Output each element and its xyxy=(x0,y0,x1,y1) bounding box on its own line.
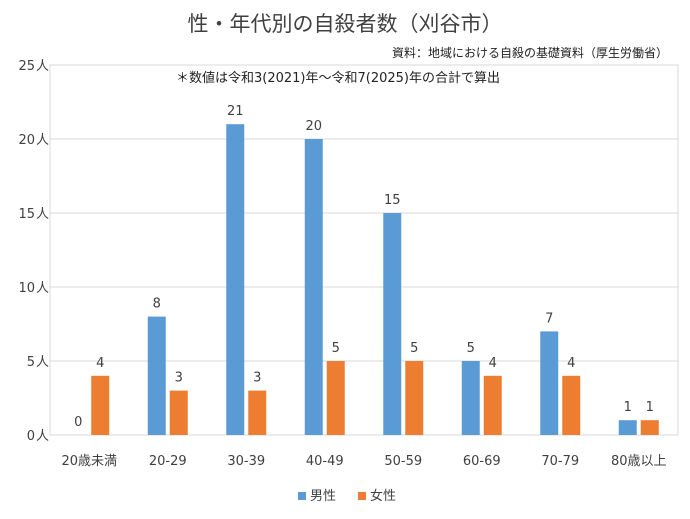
male-bar xyxy=(304,139,323,435)
male-bar xyxy=(147,316,166,435)
data-label: 20 xyxy=(305,119,322,134)
male-bar xyxy=(226,124,245,435)
male-bar xyxy=(618,420,637,435)
chart-title: 性・年代別の自殺者数（刈谷市） xyxy=(187,12,503,36)
y-tick-unit: 人 xyxy=(36,133,49,148)
x-tick-label: 40-49 xyxy=(306,454,344,469)
data-label: 1 xyxy=(624,400,632,415)
chart-source: 資料：地域における自殺の基礎資料（厚生労働省） xyxy=(391,46,668,60)
y-tick-unit: 人 xyxy=(36,207,49,222)
y-tick-label: 15 xyxy=(18,207,35,222)
female-bar xyxy=(640,420,659,435)
x-tick-label: 30-39 xyxy=(227,454,265,469)
data-label: 1 xyxy=(646,400,654,415)
legend-label: 男性 xyxy=(310,489,336,504)
data-label: 5 xyxy=(332,341,340,356)
chart-note: ＊数値は令和3(2021)年～令和7(2025)年の合計で算出 xyxy=(176,70,500,86)
y-tick-unit: 人 xyxy=(36,281,49,296)
data-label: 15 xyxy=(384,193,401,208)
plot-area xyxy=(49,64,679,436)
x-tick-label: 70-79 xyxy=(541,454,579,469)
female-bar xyxy=(483,375,502,435)
y-tick-label: 0 xyxy=(27,429,35,444)
male-bar xyxy=(540,331,559,435)
legend: 男性 女性 xyxy=(298,488,396,504)
female-bar xyxy=(405,361,424,435)
x-tick-label: 20-29 xyxy=(149,454,187,469)
female-bar xyxy=(562,375,581,435)
female-bar xyxy=(91,375,110,435)
data-label: 4 xyxy=(96,356,104,371)
y-tick-unit: 人 xyxy=(36,59,49,74)
gridlines xyxy=(50,64,678,362)
x-tick-label: 50-59 xyxy=(384,454,422,469)
x-tick-label: 20歳未満 xyxy=(61,454,117,469)
male-bar xyxy=(461,361,480,435)
legend-swatch xyxy=(358,492,366,500)
female-bar xyxy=(248,390,267,435)
female-bar xyxy=(169,390,188,435)
data-label: 5 xyxy=(467,341,475,356)
data-label: 5 xyxy=(410,341,418,356)
x-tick-label: 60-69 xyxy=(463,454,501,469)
legend-label: 女性 xyxy=(370,488,396,504)
y-tick-unit: 人 xyxy=(36,429,49,444)
y-tick-label: 20 xyxy=(18,133,35,148)
y-tick-label: 25 xyxy=(18,59,35,74)
data-label: 4 xyxy=(567,356,575,371)
data-label: 8 xyxy=(153,297,161,312)
data-label: 3 xyxy=(175,371,183,386)
male-bar xyxy=(383,213,402,435)
legend-swatch xyxy=(298,492,306,500)
y-tick-label: 10 xyxy=(18,281,35,296)
y-tick-label: 5 xyxy=(27,355,35,370)
data-label: 7 xyxy=(545,311,553,326)
data-label: 21 xyxy=(227,104,244,119)
x-axis: 20歳未満 20-29 30-39 40-49 50-59 60-69 70-79 80歳以上 xyxy=(61,454,666,469)
x-tick-label: 80歳以上 xyxy=(611,454,667,469)
data-label: 3 xyxy=(253,371,261,386)
y-axis: 0 人5 人10 人15 人20 人25 人 xyxy=(18,59,49,444)
data-label: 0 xyxy=(74,415,82,430)
data-label: 4 xyxy=(489,356,497,371)
y-tick-unit: 人 xyxy=(36,355,49,370)
female-bar xyxy=(326,361,345,435)
